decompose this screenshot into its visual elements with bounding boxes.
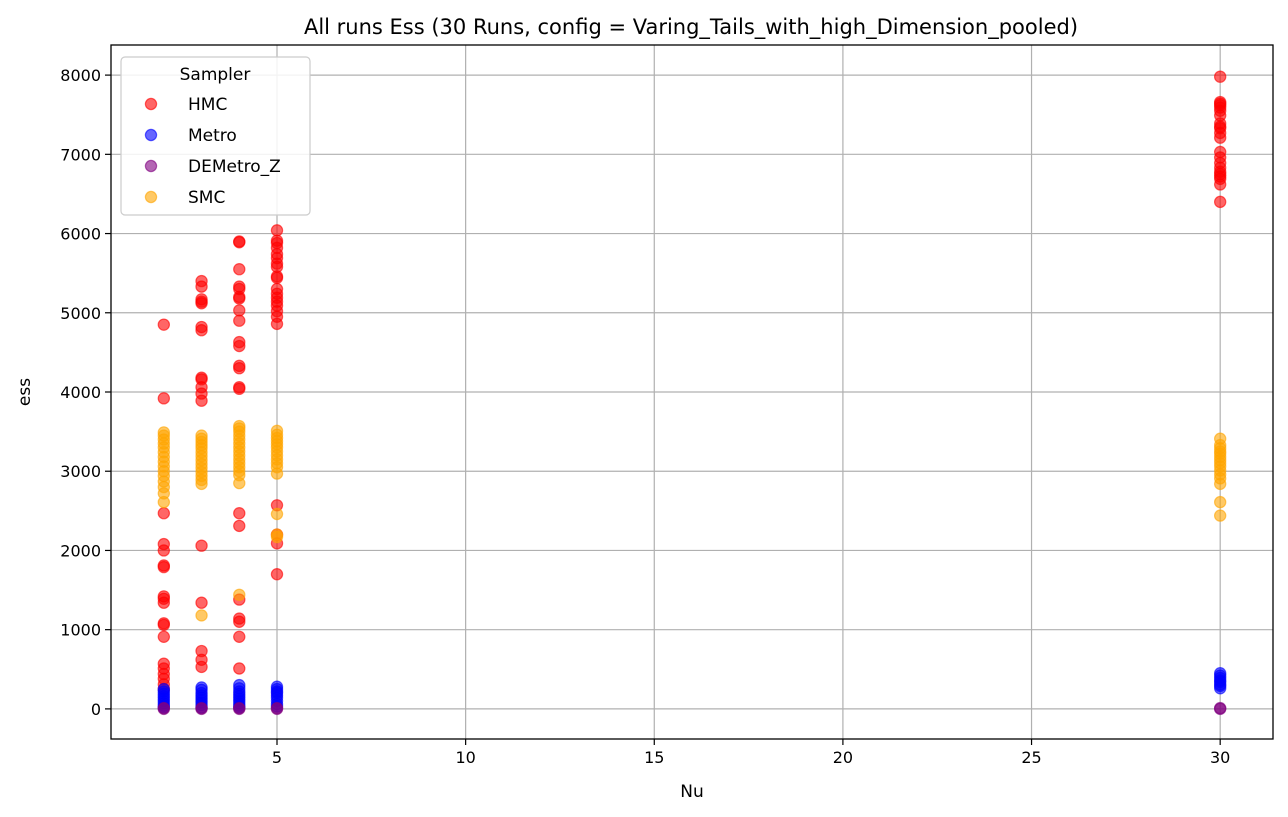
legend-label: Metro [188, 126, 237, 146]
data-point [233, 362, 246, 375]
data-point [270, 530, 284, 544]
y-tick-label: 4000 [60, 383, 101, 402]
y-tick-label: 0 [91, 700, 101, 719]
y-axis-label: ess [15, 378, 35, 406]
chart-title: All runs Ess (30 Runs, config = Varing_T… [304, 15, 1078, 40]
legend-title: Sampler [180, 65, 251, 85]
data-point [233, 702, 246, 716]
x-tick-label: 30 [1210, 748, 1230, 767]
data-point [270, 467, 284, 480]
data-point [233, 630, 246, 644]
data-point [157, 392, 171, 405]
data-point [270, 568, 284, 581]
legend-marker [144, 128, 158, 142]
data-point [1213, 195, 1227, 209]
data-point [1213, 702, 1227, 716]
data-point [270, 507, 284, 521]
data-point [157, 596, 171, 609]
data-point [157, 560, 171, 574]
legend-items: HMC Metro DEMetro_Z SMC [144, 95, 281, 208]
data-point [157, 544, 171, 557]
x-tick-label: 25 [1021, 748, 1041, 767]
data-point [233, 304, 246, 317]
series-smc [157, 419, 1227, 622]
data-point [195, 539, 208, 552]
data-point [270, 317, 284, 331]
data-point [233, 519, 246, 533]
x-tick-label: 10 [455, 748, 475, 767]
y-tick-label: 6000 [60, 225, 101, 244]
data-point [233, 615, 246, 628]
data-point [233, 588, 246, 602]
y-tick-label: 7000 [60, 145, 101, 164]
data-point [233, 263, 246, 276]
data-point [233, 382, 246, 396]
data-point [270, 702, 284, 716]
legend-label: DEMetro_Z [188, 157, 281, 177]
data-point [157, 318, 171, 331]
series-demetro-z [157, 701, 1227, 716]
x-tick-label: 5 [272, 748, 282, 767]
data-point [157, 507, 171, 520]
data-point [195, 297, 208, 310]
x-tick-label: 15 [644, 748, 664, 767]
x-tick-label: 20 [833, 748, 853, 767]
data-point [233, 314, 246, 327]
data-point [157, 495, 171, 509]
legend-marker [144, 97, 158, 111]
data-point [195, 596, 208, 609]
legend-label: HMC [188, 95, 227, 115]
data-point [157, 702, 171, 716]
legend: Sampler HMC Metro DEMetro_Z SMC [120, 56, 311, 216]
data-point [233, 339, 246, 353]
data-points [157, 70, 1227, 716]
data-point [233, 292, 246, 305]
data-point [1213, 70, 1227, 83]
y-tick-label: 8000 [60, 66, 101, 85]
legend-marker [144, 159, 158, 173]
data-point [195, 477, 208, 491]
data-point [233, 507, 246, 520]
data-point [270, 271, 284, 285]
data-point [1213, 495, 1227, 509]
x-axis-label: Nu [680, 782, 704, 802]
data-point [157, 618, 171, 632]
data-point [195, 324, 208, 337]
series-hmc [157, 70, 1227, 696]
data-point [1213, 178, 1227, 191]
data-point [1213, 509, 1227, 522]
data-point [270, 224, 284, 237]
data-point [233, 662, 246, 675]
data-point [233, 476, 246, 490]
data-point [1213, 682, 1227, 695]
y-tick-label: 1000 [60, 621, 101, 640]
series-metro [157, 667, 1227, 714]
data-point [195, 609, 208, 622]
data-point [195, 702, 208, 716]
data-point [195, 280, 208, 293]
y-tick-label: 3000 [60, 462, 101, 481]
legend-marker [144, 190, 158, 204]
data-point [1213, 131, 1227, 144]
data-point [157, 630, 171, 644]
legend-label: SMC [188, 188, 225, 208]
y-tick-label: 5000 [60, 304, 101, 323]
y-tick-label: 2000 [60, 541, 101, 560]
data-point [195, 394, 208, 407]
legend-box [120, 56, 311, 216]
data-point [195, 660, 208, 674]
data-point [233, 236, 246, 249]
data-point [1213, 477, 1227, 491]
axis-ticks: 5 10 15 20 25 30 0 1000 2000 3000 4000 5000 6000 7000… [60, 66, 1230, 767]
